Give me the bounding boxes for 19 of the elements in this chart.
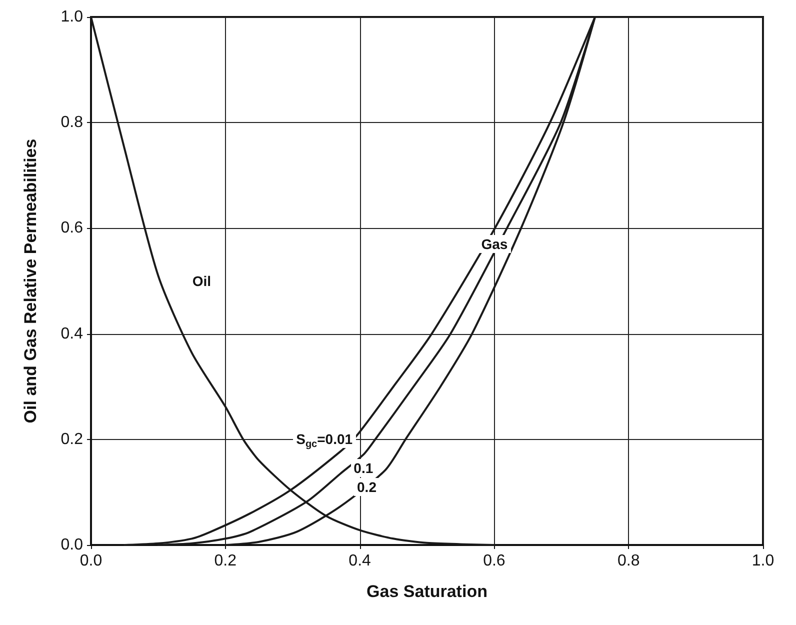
x-tick-label: 0.6 <box>483 552 506 570</box>
annotation: Oil <box>189 272 214 290</box>
y-tick-label: 0.8 <box>60 114 84 132</box>
annotation: S$_{gc}$=0.01 <box>293 430 356 450</box>
annotation: Gas <box>478 235 511 254</box>
x-tick-label: 0.0 <box>80 552 102 570</box>
annotation: 0.1 <box>350 458 376 477</box>
x-tick-label: 0.8 <box>617 552 640 570</box>
y-tick-label: 0.2 <box>60 430 84 448</box>
x-tick-label: 1.0 <box>752 552 774 570</box>
x-tick-label: 0.2 <box>214 552 237 570</box>
y-tick-label: 0.0 <box>60 536 84 554</box>
annotation: 0.2 <box>354 478 380 496</box>
y-tick-label: 0.6 <box>60 220 84 237</box>
x-tick-label: 0.4 <box>348 552 372 570</box>
y-tick-label: 1.0 <box>60 8 84 26</box>
x-axis-title: Gas Saturation <box>366 582 488 601</box>
y-tick-label: 0.4 <box>60 325 84 342</box>
y-axis-title: Oil and Gas Relative Permeabilities <box>21 138 40 424</box>
